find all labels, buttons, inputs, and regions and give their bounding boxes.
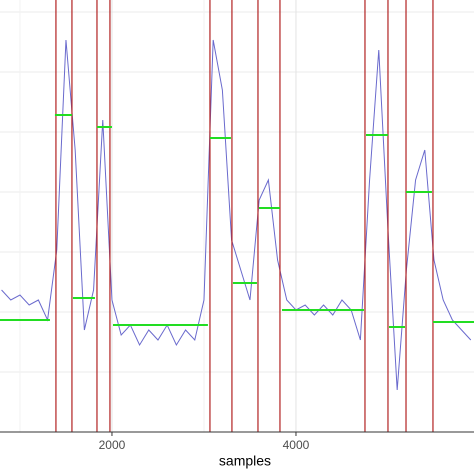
x-tick-label: 4000	[283, 438, 310, 452]
panel	[0, 0, 474, 432]
x-tick-label: 2000	[99, 438, 126, 452]
signal-line	[1, 39, 472, 391]
x-axis-label: samples	[219, 453, 271, 469]
